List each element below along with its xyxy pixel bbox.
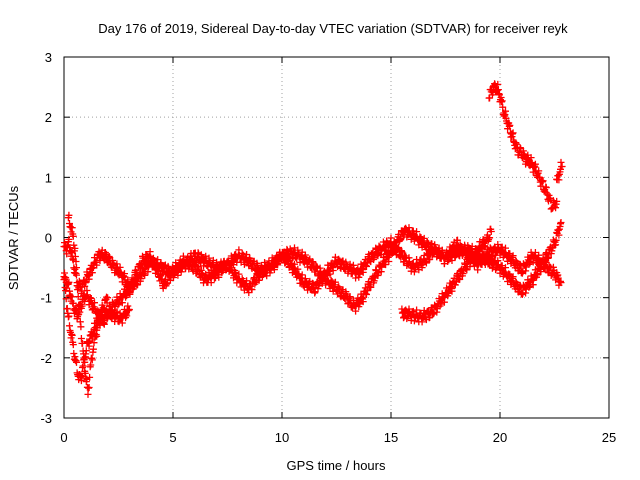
x-tick-labels: 0 5 10 15 20 25 xyxy=(60,430,616,445)
grid-lines xyxy=(64,57,609,418)
y-tick-labels: -3 -2 -1 0 1 2 3 xyxy=(40,50,52,426)
x-tick-label: 15 xyxy=(384,430,398,445)
y-tick-label: -2 xyxy=(40,351,52,366)
data-points xyxy=(60,80,566,398)
y-tick-label: 1 xyxy=(45,170,52,185)
x-tick-label: 10 xyxy=(275,430,289,445)
plus-markers xyxy=(64,211,112,398)
plus-markers xyxy=(553,158,566,184)
series-track-d xyxy=(64,211,112,398)
y-tick-label: -3 xyxy=(40,411,52,426)
y-tick-label: 2 xyxy=(45,110,52,125)
plus-markers xyxy=(485,80,561,213)
y-axis-label: SDTVAR / TECUs xyxy=(6,185,21,290)
axis-ticks xyxy=(63,56,610,419)
x-axis-label: GPS time / hours xyxy=(287,458,386,473)
y-tick-label: 3 xyxy=(45,50,52,65)
x-tick-label: 5 xyxy=(169,430,176,445)
series-track-f xyxy=(485,80,561,213)
series-track-e xyxy=(398,225,495,326)
x-tick-label: 0 xyxy=(60,430,67,445)
series-track-g xyxy=(553,158,566,184)
x-tick-label: 20 xyxy=(493,430,507,445)
y-tick-label: -1 xyxy=(40,291,52,306)
chart-title: Day 176 of 2019, Sidereal Day-to-day VTE… xyxy=(98,21,568,36)
x-tick-label: 25 xyxy=(602,430,616,445)
y-tick-label: 0 xyxy=(45,231,52,246)
plus-markers xyxy=(398,225,495,326)
